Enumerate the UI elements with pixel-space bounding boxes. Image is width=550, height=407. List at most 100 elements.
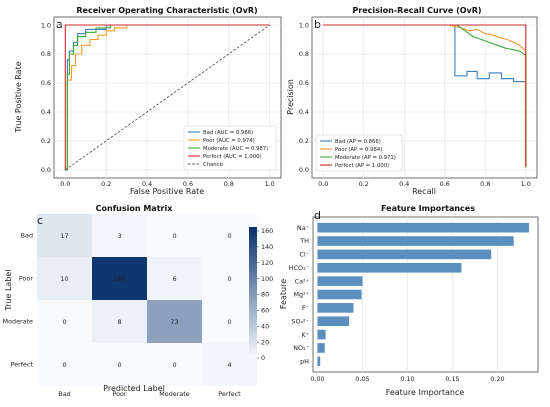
legend-label-moderate: Moderate (AP = 0.971) <box>335 155 396 161</box>
x-tick-label: 0.05 <box>355 375 369 383</box>
cm-x-tick-label: Perfect <box>218 390 241 398</box>
legend-label-perfect: Perfect (AUC = 1.000) <box>203 154 262 160</box>
panel-letter-a: a <box>56 18 63 31</box>
x-tick-label: 0.20 <box>490 375 504 383</box>
feature-tick-label: HCO₃⁻ <box>289 264 309 272</box>
cm-cell-value: 0 <box>227 318 231 326</box>
x-tick-label: 0.0 <box>60 180 70 188</box>
panel-letter-c: c <box>37 214 43 227</box>
pr-panel: Precision-Recall Curve (OvR) b 0.0 0.2 0.4… <box>286 6 538 196</box>
x-tick-label: 0.2 <box>101 180 111 188</box>
x-tick-label: 0.4 <box>142 180 152 188</box>
cm-x-ticks: Bad Poor Moderate Perfect <box>58 390 241 398</box>
pr-y-ticks: 0.0 0.2 0.4 0.6 0.8 1.0 <box>299 21 309 174</box>
roc-title: Receiver Operating Characteristic (OvR) <box>76 6 257 15</box>
legend-box <box>183 125 277 171</box>
cm-cell-value: 10 <box>60 275 68 283</box>
fi-bars <box>317 222 529 367</box>
cm-y-ticks: Bad Poor Moderate Perfect <box>3 232 34 369</box>
legend-label-bad: Bad (AUC = 0.986) <box>203 130 253 136</box>
cm-colorbar: 0 20 40 60 80 100 120 140 160 <box>249 227 273 362</box>
feature-bar <box>317 343 325 353</box>
cm-cell-value: 160 <box>113 275 125 283</box>
cm-cell <box>147 257 202 300</box>
pr-title: Precision-Recall Curve (OvR) <box>352 6 481 15</box>
roc-series <box>64 24 270 171</box>
roc-x-label: False Positive Rate <box>130 187 204 196</box>
feature-bar <box>317 262 462 273</box>
colorbar-tick-label: 0 <box>261 354 265 362</box>
y-tick-label: 0.2 <box>41 137 51 145</box>
cm-cell-value: 0 <box>227 232 231 240</box>
fi-y-ticks: Na⁺ TH Cl⁻ HCO₃⁻ Ca²⁺ Mg²⁺ F⁻ SO₄²⁻ K⁺ NO₃⁻ pH <box>289 224 309 366</box>
cm-cell-value: 0 <box>62 318 66 326</box>
cm-cell <box>92 257 147 300</box>
confusion-matrix-panel: Confusion Matrix 17 3 0 010 160 6 00 8 73 00 0 0 4 c… <box>3 204 274 398</box>
cm-title: Confusion Matrix <box>96 204 174 213</box>
y-tick-label: 0.6 <box>299 79 309 87</box>
cm-x-tick-label: Bad <box>58 390 70 398</box>
feature-bar <box>317 276 363 286</box>
legend-label-perfect: Perfect (AP = 1.000) <box>335 163 389 169</box>
colorbar-tick-label: 20 <box>261 338 269 346</box>
feature-bar <box>317 236 514 246</box>
pr-series <box>323 24 527 168</box>
cm-x-tick-label: Moderate <box>159 390 189 398</box>
x-tick-label: 0.6 <box>440 180 450 188</box>
y-tick-label: 0.0 <box>41 166 51 174</box>
pr-legend: Bad (AP = 0.866) Poor (AP = 0.984) Moderat… <box>315 134 403 172</box>
feature-tick-label: Mg²⁺ <box>293 291 309 299</box>
cm-cell <box>37 343 92 386</box>
series-line-poor <box>65 24 270 171</box>
fi-y-label: Feature <box>279 279 288 309</box>
y-tick-label: 1.0 <box>41 21 51 29</box>
cm-cell-value: 6 <box>172 275 176 283</box>
y-tick-label: 0.6 <box>41 79 51 87</box>
feature-tick-label: F⁻ <box>302 304 309 312</box>
roc-y-ticks: 0.0 0.2 0.4 0.6 0.8 1.0 <box>41 21 51 174</box>
cm-cell <box>202 257 257 300</box>
cm-y-tick-label: Bad <box>21 232 33 240</box>
feature-bar <box>317 329 326 340</box>
feature-tick-label: Ca²⁺ <box>295 277 309 285</box>
colorbar-tick-label: 100 <box>261 275 273 283</box>
cm-y-tick-label: Moderate <box>3 318 33 326</box>
cm-cell <box>202 300 257 343</box>
colorbar-tick-label: 40 <box>261 322 269 330</box>
x-tick-label: 0.00 <box>310 375 324 383</box>
series-line-bad <box>323 24 527 168</box>
x-tick-label: 0.2 <box>359 180 369 188</box>
cm-cells: 17 3 0 0 10 160 6 0 0 8 73 0 0 0 0 4 <box>37 214 257 386</box>
feature-tick-label: Cl⁻ <box>299 251 309 259</box>
cm-cell <box>147 343 202 386</box>
cm-cell-value: 0 <box>62 361 66 369</box>
feature-importance-panel: Feature Importances d 0.00 0.05 0.10 0.15 0.… <box>279 204 539 397</box>
x-tick-label: 0.0 <box>318 180 328 188</box>
roc-x-ticks: 0.0 0.2 0.4 0.6 0.8 1.0 <box>60 180 274 188</box>
feature-tick-label: pH <box>300 358 309 366</box>
cm-cell <box>202 214 257 257</box>
roc-y-label: True Positive Rate <box>14 61 23 133</box>
legend-label-poor: Poor (AUC = 0.974) <box>203 138 255 144</box>
panel-letter-d: d <box>314 209 321 222</box>
cm-cell-value: 3 <box>117 232 121 240</box>
x-tick-label: 1.0 <box>521 180 531 188</box>
legend-label-chance: Chance <box>203 162 223 168</box>
legend-label-bad: Bad (AP = 0.866) <box>335 139 381 145</box>
cm-cell <box>37 300 92 343</box>
x-tick-label: 0.8 <box>480 180 490 188</box>
cm-x-label: Predicted Label <box>103 384 165 393</box>
y-tick-label: 0.8 <box>41 50 51 58</box>
fi-title: Feature Importances <box>381 204 475 213</box>
feature-bar <box>317 249 492 260</box>
fi-x-ticks: 0.00 0.05 0.10 0.15 0.20 <box>310 375 504 383</box>
cm-cell <box>92 214 147 257</box>
cm-cell <box>37 214 92 257</box>
colorbar-tick-label: 140 <box>261 243 273 251</box>
feature-tick-label: TH <box>299 237 309 245</box>
y-tick-label: 0.0 <box>299 166 309 174</box>
legend-label-moderate: Moderate (AUC = 0.987) <box>203 146 268 152</box>
series-line-perfect <box>64 24 270 170</box>
colorbar-tick-label: 160 <box>261 227 273 235</box>
